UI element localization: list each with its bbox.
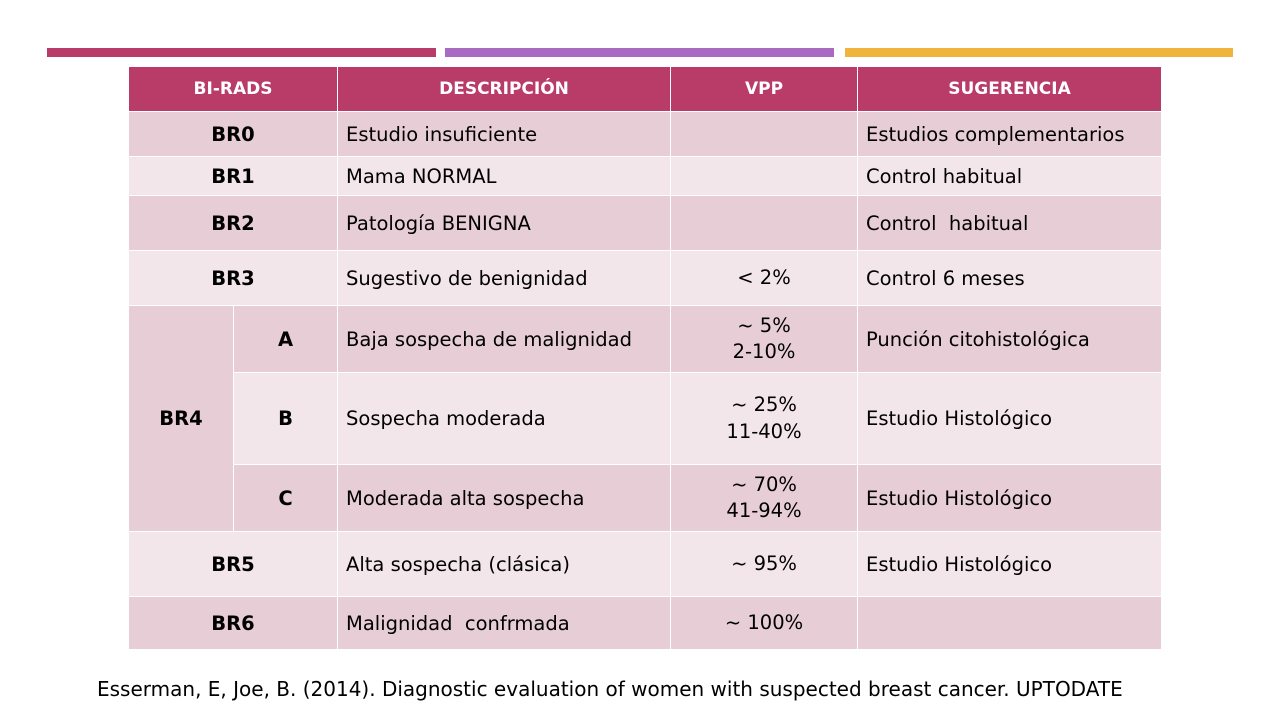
cell-subcategory: B [232,372,339,465]
header-vpp: VPP [670,66,859,112]
cell-suggestion: Control 6 meses [857,250,1163,306]
cell-suggestion: Punción citohistológica [857,305,1163,373]
cell-suggestion [857,596,1163,650]
cell-suggestion: Estudio Histológico [857,531,1163,597]
table-row: BR2 Patología BENIGNA Control habitual [127,195,1163,251]
table-row: B Sospecha moderada ~ 25% 11-40% Estudio … [129,372,1163,465]
cell-description: Sospecha moderada [337,372,672,465]
cell-vpp: ~ 70% 41-94% [670,464,859,532]
cell-vpp: ~ 100% [670,596,859,650]
cell-description: Estudio insuficiente [337,111,672,157]
table-row: C Moderada alta sospecha ~ 70% 41-94% Est… [129,464,1163,532]
cell-code: BR3 [127,250,339,306]
birads-table: BI-RADS DESCRIPCIÓN VPP SUGERENCIA BR0 E… [127,66,1163,650]
cell-description: Sugestivo de benignidad [337,250,672,306]
cell-vpp [670,111,859,157]
accent-bar-1 [47,48,436,57]
cell-description: Moderada alta sospecha [337,464,672,532]
header-sugerencia: SUGERENCIA [857,66,1163,112]
cell-subcategory: A [232,305,339,373]
cell-vpp: ~ 25% 11-40% [670,372,859,465]
table-row: BR5 Alta sospecha (clásica) ~ 95% Estudi… [127,531,1163,597]
cell-suggestion: Control habitual [857,195,1163,251]
table-row: BR6 Malignidad confrmada ~ 100% [127,596,1163,650]
table-row: BR3 Sugestivo de benignidad < 2% Control… [127,250,1163,306]
cell-code: BR6 [127,596,339,650]
cell-subcategory: C [232,464,339,532]
table-row: BR1 Mama NORMAL Control habitual [127,156,1163,196]
cell-suggestion: Estudio Histológico [857,464,1163,532]
cell-vpp: ~ 5% 2-10% [670,305,859,373]
cell-code: BR0 [127,111,339,157]
header-descripcion: DESCRIPCIÓN [337,66,672,112]
cell-description: Malignidad confrmada [337,596,672,650]
cell-code: BR1 [127,156,339,196]
cell-code: BR2 [127,195,339,251]
cell-description: Baja sospecha de malignidad [337,305,672,373]
table-header-row: BI-RADS DESCRIPCIÓN VPP SUGERENCIA [127,66,1163,112]
cell-suggestion: Estudios complementarios [857,111,1163,157]
accent-bar-2 [445,48,834,57]
cell-code: BR5 [127,531,339,597]
cell-vpp: < 2% [670,250,859,306]
cell-description: Patología BENIGNA [337,195,672,251]
cell-vpp: ~ 95% [670,531,859,597]
citation-text: Esserman, E, Joe, B. (2014). Diagnostic … [97,677,1123,701]
cell-suggestion: Estudio Histológico [857,372,1163,465]
table-row: BR0 Estudio insuficiente Estudios comple… [127,111,1163,157]
cell-suggestion: Control habitual [857,156,1163,196]
cell-vpp [670,156,859,196]
header-birads: BI-RADS [127,66,339,112]
cell-code: BR4 [128,305,234,532]
cell-description: Mama NORMAL [337,156,672,196]
cell-description: Alta sospecha (clásica) [337,531,672,597]
table-row: BR4 A Baja sospecha de malignidad ~ 5% 2-… [128,305,1163,532]
cell-vpp [670,195,859,251]
accent-bar-3 [845,48,1233,57]
